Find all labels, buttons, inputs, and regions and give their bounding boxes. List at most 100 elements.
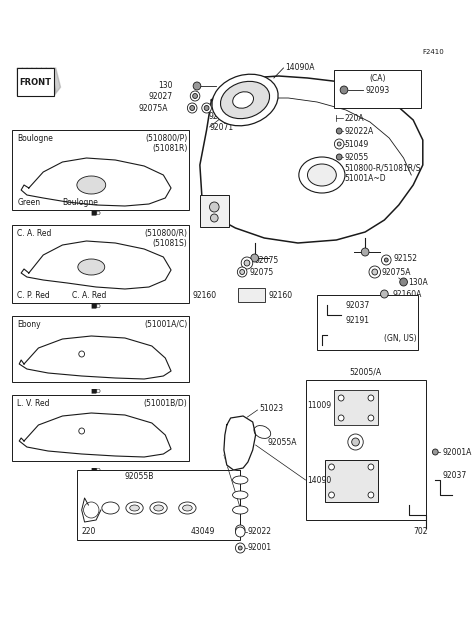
Text: C. P. Red: C. P. Red bbox=[17, 290, 50, 300]
Text: 51001A~D: 51001A~D bbox=[344, 174, 386, 182]
Circle shape bbox=[193, 82, 201, 90]
Circle shape bbox=[368, 415, 374, 421]
Text: 92055: 92055 bbox=[344, 153, 368, 161]
Circle shape bbox=[368, 464, 374, 470]
Text: 92022A: 92022A bbox=[344, 127, 373, 135]
Polygon shape bbox=[51, 68, 56, 96]
Circle shape bbox=[204, 106, 209, 111]
Ellipse shape bbox=[77, 176, 106, 194]
Ellipse shape bbox=[233, 506, 248, 514]
Circle shape bbox=[372, 269, 378, 275]
Text: F2410: F2410 bbox=[423, 49, 445, 55]
Circle shape bbox=[79, 428, 84, 434]
Polygon shape bbox=[21, 158, 171, 206]
Text: (51001A/C): (51001A/C) bbox=[144, 320, 187, 329]
Text: 130: 130 bbox=[158, 80, 173, 90]
Bar bbox=[11, 395, 189, 461]
Circle shape bbox=[348, 434, 363, 450]
Text: Ebony: Ebony bbox=[17, 320, 41, 329]
Polygon shape bbox=[27, 68, 36, 96]
Text: 92191: 92191 bbox=[346, 316, 370, 324]
Ellipse shape bbox=[233, 491, 248, 499]
Text: 92160: 92160 bbox=[268, 290, 292, 300]
Text: ■D: ■D bbox=[91, 467, 101, 473]
Text: 92075A: 92075A bbox=[139, 103, 168, 112]
Circle shape bbox=[240, 269, 245, 274]
Ellipse shape bbox=[233, 91, 254, 108]
Text: 130A: 130A bbox=[409, 277, 428, 287]
Bar bbox=[77, 470, 240, 540]
Text: 92071: 92071 bbox=[210, 122, 234, 132]
Text: (51081R): (51081R) bbox=[152, 143, 187, 153]
Text: 92152: 92152 bbox=[394, 253, 418, 263]
Polygon shape bbox=[21, 241, 171, 289]
Text: 14090A: 14090A bbox=[285, 62, 315, 72]
Text: 52005/A: 52005/A bbox=[349, 368, 381, 376]
Circle shape bbox=[236, 525, 245, 535]
Circle shape bbox=[210, 214, 218, 222]
Text: C. A. Red: C. A. Red bbox=[72, 290, 107, 300]
Circle shape bbox=[83, 502, 99, 518]
Text: (51081S): (51081S) bbox=[153, 239, 187, 247]
Text: C. A. Red: C. A. Red bbox=[17, 229, 52, 237]
Circle shape bbox=[337, 142, 341, 146]
Circle shape bbox=[361, 248, 369, 256]
Circle shape bbox=[237, 267, 247, 277]
Circle shape bbox=[338, 415, 344, 421]
Polygon shape bbox=[22, 68, 32, 96]
Text: 43049: 43049 bbox=[190, 528, 215, 536]
Text: ■D: ■D bbox=[91, 389, 101, 394]
Bar bbox=[334, 390, 378, 425]
Circle shape bbox=[236, 527, 245, 537]
Circle shape bbox=[251, 254, 258, 262]
Circle shape bbox=[368, 395, 374, 401]
Text: (51001B/D): (51001B/D) bbox=[144, 399, 187, 407]
Text: 510800-R/51081R/S: 510800-R/51081R/S bbox=[344, 164, 420, 172]
Circle shape bbox=[338, 395, 344, 401]
Circle shape bbox=[190, 91, 200, 101]
Circle shape bbox=[381, 290, 388, 298]
Bar bbox=[317, 295, 418, 350]
Polygon shape bbox=[41, 68, 51, 96]
Text: 14090: 14090 bbox=[308, 475, 332, 485]
Ellipse shape bbox=[150, 502, 167, 514]
Bar bbox=[17, 68, 54, 96]
Bar bbox=[11, 316, 189, 382]
Text: 92075: 92075 bbox=[255, 255, 279, 265]
Text: 11009: 11009 bbox=[308, 400, 332, 410]
Text: (510800/P): (510800/P) bbox=[145, 133, 187, 143]
Polygon shape bbox=[36, 68, 46, 96]
Circle shape bbox=[241, 257, 253, 269]
Text: 220A: 220A bbox=[344, 114, 364, 122]
Ellipse shape bbox=[233, 476, 248, 484]
Text: ■D: ■D bbox=[91, 211, 101, 216]
Text: 92022: 92022 bbox=[248, 528, 272, 536]
Text: FRONT: FRONT bbox=[19, 77, 52, 87]
Ellipse shape bbox=[254, 426, 271, 438]
Polygon shape bbox=[46, 68, 54, 96]
Polygon shape bbox=[200, 76, 423, 243]
Bar bbox=[238, 288, 265, 302]
Text: 51023: 51023 bbox=[259, 404, 283, 412]
Ellipse shape bbox=[102, 502, 119, 514]
Text: 220: 220 bbox=[82, 528, 96, 536]
Ellipse shape bbox=[220, 82, 270, 119]
Circle shape bbox=[334, 139, 344, 149]
Text: 92055B: 92055B bbox=[125, 472, 155, 481]
Bar bbox=[200, 195, 228, 227]
Polygon shape bbox=[54, 68, 61, 96]
Bar bbox=[11, 130, 189, 210]
Text: L. V. Red: L. V. Red bbox=[17, 399, 50, 407]
Circle shape bbox=[352, 438, 359, 446]
Circle shape bbox=[238, 528, 243, 533]
Text: 92037: 92037 bbox=[442, 470, 466, 480]
Ellipse shape bbox=[130, 505, 139, 511]
Text: 92001A: 92001A bbox=[442, 447, 472, 457]
Circle shape bbox=[368, 492, 374, 498]
Ellipse shape bbox=[126, 502, 143, 514]
Polygon shape bbox=[17, 68, 27, 96]
Text: 92093: 92093 bbox=[365, 85, 390, 95]
Ellipse shape bbox=[182, 505, 192, 511]
Ellipse shape bbox=[299, 157, 345, 193]
Polygon shape bbox=[224, 416, 255, 470]
